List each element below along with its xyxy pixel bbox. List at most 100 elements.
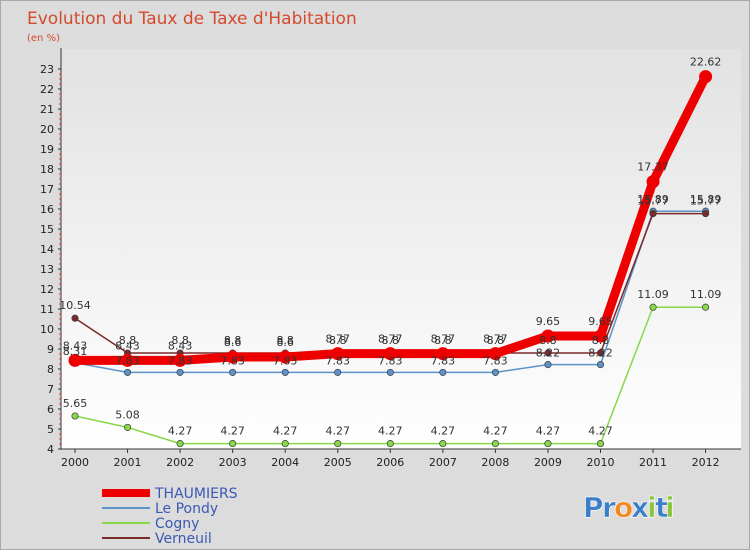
data-label-thaumiers: 8.77 <box>431 333 456 346</box>
y-tick-label: 8 <box>47 363 54 376</box>
data-label-le-pondy: 8.22 <box>588 347 613 360</box>
data-label-thaumiers: 17.37 <box>637 161 669 174</box>
data-point-le-pondy <box>439 368 447 376</box>
y-tick-label: 23 <box>40 63 54 76</box>
data-point-verneuil <box>649 210 657 218</box>
y-tick-label: 9 <box>47 343 54 356</box>
data-label-le-pondy: 7.83 <box>115 354 140 367</box>
data-label-verneuil: 8.8 <box>434 334 452 347</box>
x-tick-label: 2006 <box>376 456 404 469</box>
data-label-le-pondy: 7.83 <box>168 354 193 367</box>
data-label-verneuil: 15.77 <box>690 195 722 208</box>
data-point-thaumiers <box>541 329 555 343</box>
data-label-thaumiers: 8.6 <box>276 336 294 349</box>
x-tick-label: 2012 <box>692 456 720 469</box>
data-label-le-pondy: 7.83 <box>378 354 403 367</box>
data-label-le-pondy: 15.89 <box>690 193 722 206</box>
legend-item-thaumiers: THAUMIERS <box>102 486 238 502</box>
data-point-thaumiers <box>488 347 502 361</box>
data-point-le-pondy <box>544 361 552 369</box>
data-label-verneuil: 8.8 <box>329 334 347 347</box>
data-label-le-pondy: 7.83 <box>431 354 456 367</box>
data-point-thaumiers <box>436 347 450 361</box>
data-point-le-pondy <box>124 368 132 376</box>
y-tick-label: 15 <box>40 223 54 236</box>
legend-item-verneuil: Verneuil <box>102 531 212 547</box>
data-point-cogny <box>229 440 237 448</box>
data-label-cogny: 4.27 <box>431 425 456 438</box>
data-label-cogny: 4.27 <box>378 425 403 438</box>
data-label-verneuil: 8.8 <box>171 334 189 347</box>
data-point-verneuil <box>544 349 552 357</box>
x-tick-label: 2004 <box>271 456 299 469</box>
y-tick-label: 10 <box>40 323 54 336</box>
data-label-le-pondy: 15.89 <box>637 193 669 206</box>
y-tick-label: 20 <box>40 123 54 136</box>
data-label-verneuil: 8.8 <box>592 334 610 347</box>
logo-letter: t <box>655 491 668 524</box>
data-point-cogny <box>491 440 499 448</box>
data-point-cogny <box>386 440 394 448</box>
y-tick-label: 18 <box>40 163 54 176</box>
data-point-thaumiers <box>594 329 607 343</box>
data-point-verneuil <box>71 314 79 322</box>
data-label-verneuil: 8.8 <box>224 334 242 347</box>
data-point-cogny <box>124 423 132 431</box>
data-point-cogny <box>439 440 447 448</box>
data-label-cogny: 4.27 <box>483 425 508 438</box>
x-tick-label: 2007 <box>429 456 457 469</box>
data-label-verneuil: 8.8 <box>276 334 294 347</box>
data-label-le-pondy: 7.83 <box>220 354 245 367</box>
logo-letter: o <box>614 491 633 524</box>
data-label-thaumiers: 8.77 <box>378 333 403 346</box>
data-point-le-pondy <box>596 361 605 369</box>
data-point-thaumiers <box>173 353 187 367</box>
data-point-cogny <box>176 440 184 448</box>
y-tick-label: 21 <box>40 103 54 116</box>
x-tick-label: 2010 <box>587 456 615 469</box>
data-label-thaumiers: 9.65 <box>536 315 561 328</box>
data-point-cogny <box>334 440 342 448</box>
data-point-thaumiers <box>331 347 345 361</box>
data-point-le-pondy <box>334 368 342 376</box>
logo-letter: i <box>665 491 675 524</box>
x-tick-label: 2008 <box>481 456 509 469</box>
data-label-le-pondy: 8.22 <box>536 347 561 360</box>
logo-letter: i <box>647 491 657 524</box>
data-label-cogny: 5.08 <box>115 408 140 421</box>
data-label-cogny: 4.27 <box>588 425 613 438</box>
legend-item-le-pondy: Le Pondy <box>102 501 218 517</box>
data-point-thaumiers <box>699 70 713 84</box>
data-label-cogny: 11.09 <box>637 288 669 301</box>
data-point-thaumiers <box>646 175 660 189</box>
series-layer <box>68 70 713 448</box>
data-point-thaumiers <box>226 350 240 364</box>
x-tick-label: 2011 <box>639 456 667 469</box>
data-point-cogny <box>71 412 79 420</box>
data-point-thaumiers <box>278 350 292 364</box>
y-tick-label: 16 <box>40 203 54 216</box>
y-tick-label: 22 <box>40 83 54 96</box>
x-ticks: 2000 2001 2002 2003 2004 2005 2006 2007 2008 2009… <box>61 449 720 469</box>
data-labels: 5.65 5.08 4.27 4.27 4.27 4.27 4.27 4.27 4.27 4.27… <box>59 56 721 438</box>
data-point-thaumiers <box>121 353 135 367</box>
x-tick-label: 2001 <box>114 456 142 469</box>
data-label-verneuil: 8.8 <box>539 334 557 347</box>
x-tick-label: 2002 <box>166 456 194 469</box>
data-point-cogny <box>649 303 657 311</box>
data-label-thaumiers: 8.77 <box>483 333 508 346</box>
data-label-thaumiers: 8.6 <box>224 336 242 349</box>
data-label-cogny: 4.27 <box>220 425 245 438</box>
data-label-le-pondy: 7.83 <box>483 354 508 367</box>
data-point-cogny <box>596 440 605 448</box>
data-label-thaumiers: 22.62 <box>690 56 722 69</box>
chart-title: Evolution du Taux de Taxe d'Habitation <box>27 9 357 29</box>
data-point-le-pondy <box>281 368 289 376</box>
logo-letter: P <box>583 491 604 524</box>
data-label-thaumiers: 9.65 <box>588 315 613 328</box>
x-tick-label: 2005 <box>324 456 352 469</box>
y-tick-label: 13 <box>40 263 54 276</box>
data-label-cogny: 4.27 <box>273 425 298 438</box>
